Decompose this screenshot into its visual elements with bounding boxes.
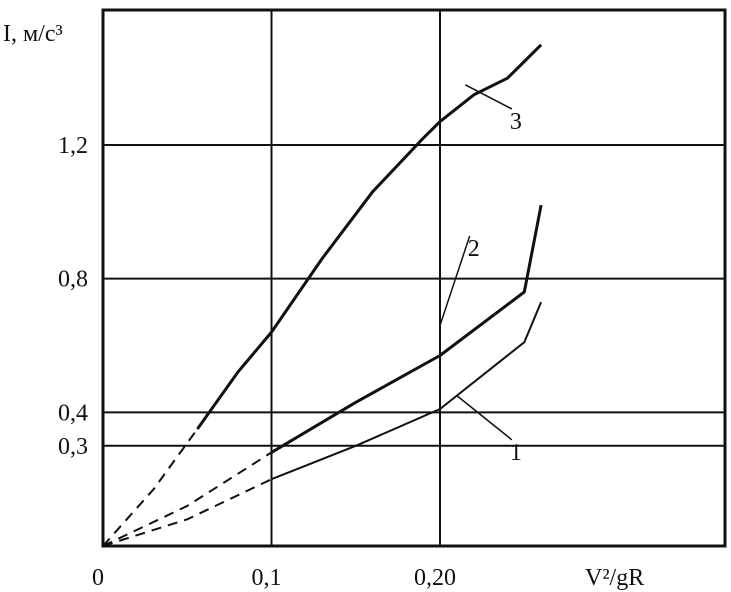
x-tick-label: 0,1 [252, 565, 282, 591]
y-tick-label: 0,3 [58, 434, 88, 460]
series-2-label: 2 [468, 236, 480, 262]
x-tick-label: 0,20 [414, 565, 456, 591]
series-1-extrapolation [102, 478, 272, 547]
y-tick-label: 0,8 [58, 267, 88, 293]
series-group: 1 2 3 [102, 43, 543, 547]
series-1-line [271, 301, 543, 481]
series-2-leader [439, 235, 471, 326]
series-2-line [270, 204, 543, 454]
tick-labels: 0,3 0,4 0,8 1,2 0 0,1 0,20 [58, 133, 456, 591]
series-3-line [196, 43, 543, 430]
series-3-label: 3 [510, 109, 522, 135]
series-3-leader [464, 84, 513, 110]
grid [103, 10, 725, 546]
x-tick-label: 0 [92, 565, 104, 591]
y-tick-label: 1,2 [58, 133, 88, 159]
series-1-leader [456, 395, 513, 441]
series-2-extrapolation [102, 451, 273, 547]
series-1-label: 1 [510, 440, 522, 466]
y-axis-label: I, м/с³ [3, 21, 63, 47]
y-tick-label: 0,4 [58, 400, 88, 426]
series-3-extrapolation [102, 428, 199, 547]
x-axis-label: V²/gR [585, 565, 644, 591]
